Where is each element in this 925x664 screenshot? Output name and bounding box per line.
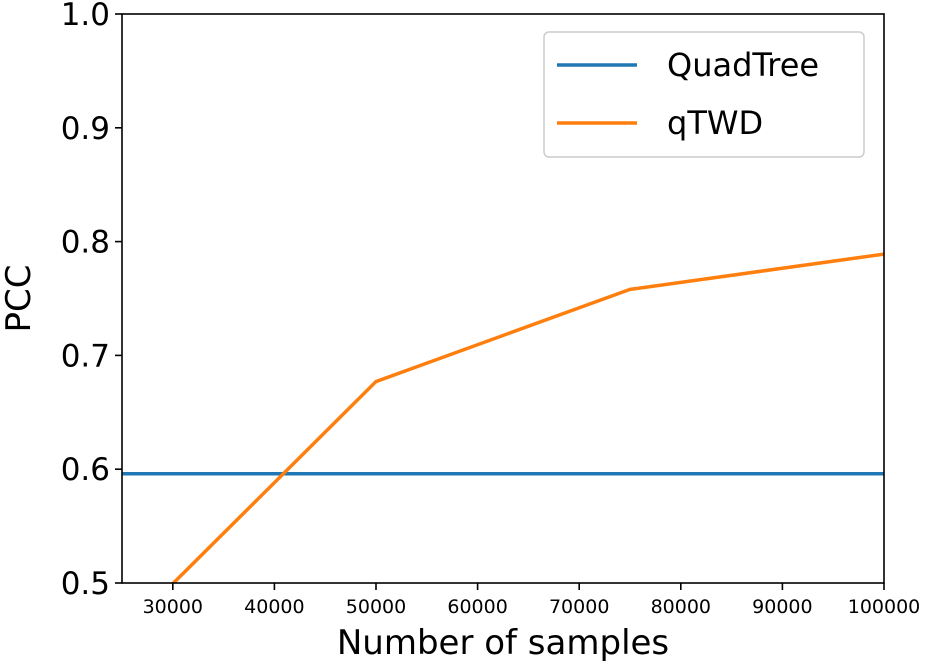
y-axis: 0.5 0.6 0.7 0.8 0.9 1.0: [61, 0, 122, 602]
x-tick-label: 60000: [447, 596, 507, 618]
plot-area-frame: [121, 13, 885, 584]
y-tick-label: 0.7: [61, 338, 110, 374]
series-line-qtwd: [171, 252, 884, 583]
x-axis: 30000 40000 50000 60000 70000 80000 90000 10000…: [143, 583, 921, 618]
y-tick-label: 0.8: [61, 225, 110, 261]
y-tick-label: 0.9: [61, 111, 110, 147]
legend-label-qtwd: qTWD: [667, 104, 763, 142]
x-tick-label: 40000: [244, 596, 304, 618]
y-tick-label: 1.0: [61, 0, 110, 33]
x-tick-label: 90000: [752, 596, 812, 618]
legend: QuadTree qTWD: [543, 31, 865, 158]
x-tick-label: 30000: [143, 596, 203, 618]
y-tick-label: 0.5: [61, 566, 110, 602]
series-layer: [122, 252, 884, 583]
x-tick-label: 100000: [848, 596, 921, 618]
x-axis-label: Number of samples: [337, 623, 669, 663]
y-tick-label: 0.6: [61, 452, 110, 488]
legend-label-quadtree: QuadTree: [667, 46, 819, 84]
x-tick-label: 70000: [549, 596, 609, 618]
x-tick-label: 50000: [346, 596, 406, 618]
x-tick-label: 80000: [651, 596, 711, 618]
y-axis-label: PCC: [0, 265, 39, 333]
